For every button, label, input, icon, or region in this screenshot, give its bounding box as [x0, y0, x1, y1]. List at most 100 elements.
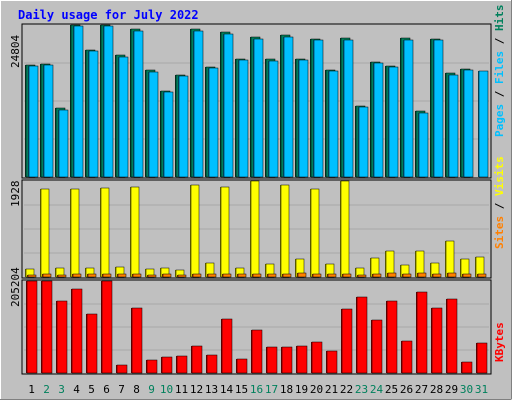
bar-files [328, 70, 339, 178]
x-tick-label: 2 [43, 383, 50, 396]
x-tick-label: 23 [355, 383, 368, 396]
bar-files [133, 30, 144, 178]
chart-title: Daily usage for July 2022 [18, 8, 199, 22]
bar-files [178, 75, 189, 178]
bar-sites [117, 273, 127, 278]
x-tick-label: 14 [220, 383, 234, 396]
x-tick-label: 30 [460, 383, 473, 396]
x-tick-label: 18 [280, 383, 293, 396]
bar-files [403, 39, 414, 178]
bar-sites [417, 272, 427, 278]
panel-frame [21, 179, 492, 279]
legend-visits: Visits [493, 156, 506, 196]
bar-files [148, 71, 159, 178]
x-tick-label: 26 [400, 383, 413, 396]
bar-sites [312, 273, 322, 278]
bar-sites [132, 273, 142, 278]
panel-visits-sites: 1928 Sites / Visits [9, 156, 506, 279]
bar-sites [72, 273, 82, 278]
x-tick-label: 8 [133, 383, 140, 396]
bar-sites [42, 273, 52, 278]
bar-files [418, 112, 429, 178]
x-axis-labels: 1 2 3 4 5 6 7 8 9 10 11 12 13 14 15 16 17 18 19 20 21 22 23 24 2… [28, 383, 488, 396]
legend-hits: Hits [493, 5, 506, 32]
x-tick-label: 17 [265, 383, 278, 396]
bar-kbytes [311, 341, 323, 374]
bar-kbytes [131, 307, 143, 374]
x-tick-label: 6 [103, 383, 110, 396]
series-legend: Sites / Visits [493, 156, 506, 249]
bar-files [298, 59, 309, 178]
panel-frame [21, 279, 492, 375]
bar-files [223, 33, 234, 178]
bar-sites [267, 273, 277, 278]
bar-files [253, 38, 264, 178]
x-tick-label: 31 [475, 383, 488, 396]
bar-files [268, 60, 279, 178]
bar-sites [282, 273, 292, 278]
bar-files [103, 25, 114, 178]
bar-visits [70, 188, 80, 278]
bar-kbytes [446, 298, 458, 374]
bar-files [43, 64, 54, 178]
bar-kbytes [56, 300, 68, 374]
bar-sites [432, 273, 442, 278]
series-legend: KBytes [493, 322, 506, 362]
bar-files [478, 70, 489, 178]
bar-files [343, 39, 354, 178]
bar-visits [100, 187, 110, 278]
bar-kbytes [221, 318, 233, 374]
bar-kbytes [26, 280, 38, 374]
chart-panels: 24804 Pages / Files / Hits 1928 Sites / Vis… [9, 5, 506, 375]
bar-sites [57, 274, 67, 278]
bar-sites [27, 274, 37, 278]
legend-separator: / [493, 31, 506, 51]
bar-sites [462, 273, 472, 278]
bar-files [313, 39, 324, 178]
legend-files: Files [493, 51, 506, 84]
x-tick-label: 7 [118, 383, 125, 396]
bar-sites [222, 273, 232, 278]
bar-files [463, 69, 474, 178]
bar-kbytes [296, 345, 308, 374]
legend-sites: Sites [493, 216, 506, 249]
bar-sites [192, 273, 202, 278]
bar-sites [87, 273, 97, 278]
bar-sites [102, 273, 112, 278]
legend-pages: Pages [493, 104, 506, 137]
x-tick-label: 21 [325, 383, 338, 396]
bar-sites [447, 272, 457, 278]
bar-kbytes [461, 361, 473, 374]
x-tick-label: 12 [190, 383, 203, 396]
bar-sites [177, 274, 187, 278]
bar-files [118, 56, 129, 178]
bar-kbytes [431, 307, 443, 374]
bar-kbytes [161, 356, 173, 374]
bar-kbytes [341, 308, 353, 374]
bar-files [88, 50, 99, 178]
bar-files [358, 106, 369, 178]
x-tick-label: 16 [250, 383, 263, 396]
bar-visits [310, 188, 320, 278]
x-tick-label: 9 [148, 383, 155, 396]
bar-visits [130, 186, 140, 278]
bar-kbytes [71, 288, 83, 374]
bar-kbytes [101, 280, 113, 374]
x-tick-label: 10 [160, 383, 173, 396]
bar-visits [250, 180, 260, 278]
legend-kbytes: KBytes [493, 322, 506, 362]
bar-files [448, 74, 459, 178]
x-tick-label: 28 [430, 383, 443, 396]
x-tick-label: 3 [58, 383, 65, 396]
bar-kbytes [356, 296, 368, 374]
bar-kbytes [476, 342, 488, 374]
bar-files [28, 65, 39, 178]
bar-files [208, 67, 219, 178]
bar-sites [402, 273, 412, 278]
x-tick-label: 5 [88, 383, 95, 396]
bar-files [163, 91, 174, 178]
bar-kbytes [146, 359, 158, 374]
bar-sites [147, 274, 157, 278]
bar-files [388, 66, 399, 178]
